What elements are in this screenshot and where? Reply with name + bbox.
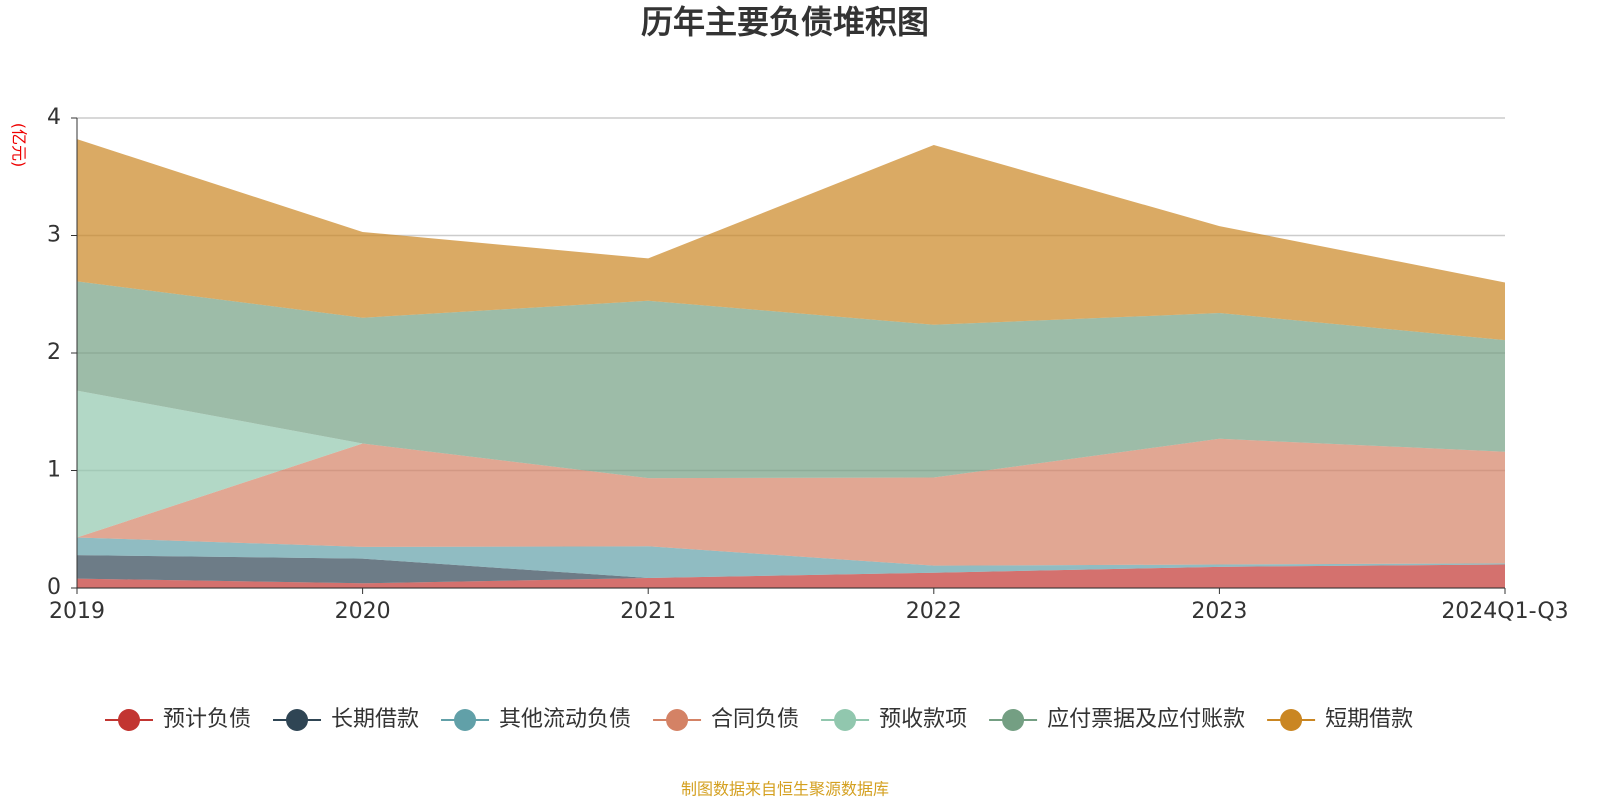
legend-item: 应付票据及应付账款 [989,707,1245,732]
area [77,139,1505,341]
area [77,281,1505,479]
legend-label: 短期借款 [1325,707,1413,732]
area [77,555,1505,584]
chart-title: 历年主要负债堆积图 [641,3,929,41]
legend-item: 预计负债 [105,707,251,732]
legend-label: 预收款项 [879,707,967,732]
x-tick-label: 2020 [335,599,391,624]
legend-label: 合同负债 [711,707,799,732]
x-tick-label: 2019 [49,599,105,624]
x-tick-label: 2022 [906,599,962,624]
y-tick-label: 0 [47,575,61,600]
y-tick-label: 1 [47,458,61,483]
x-tick-label: 2024Q1-Q3 [1441,599,1568,624]
source-note: 制图数据来自恒生聚源数据库 [681,780,889,799]
legend-marker [1002,709,1025,731]
y-tick-label: 2 [47,340,61,365]
legend-label: 预计负债 [163,707,251,732]
legend-marker [286,709,309,731]
legend-label: 长期借款 [331,707,419,732]
legend-marker [1280,709,1303,731]
y-axis-label: (亿元) [10,123,29,168]
y-tick-label: 3 [47,223,61,248]
legend-marker [454,709,477,731]
legend-marker [118,709,140,731]
area [77,537,1505,579]
legend-item: 长期借款 [273,707,419,732]
x-tick-label: 2023 [1191,599,1247,624]
legend-label: 应付票据及应付账款 [1047,707,1245,732]
area [77,564,1505,588]
legend-item: 其他流动负债 [441,707,631,732]
legend-marker [666,709,689,731]
y-tick-label: 4 [47,105,61,130]
x-tick-label: 2021 [620,599,676,624]
legend-label: 其他流动负债 [499,707,631,732]
legend-marker [834,709,857,731]
legend-item: 合同负债 [653,707,799,732]
area [77,438,1505,566]
legend-item: 短期借款 [1267,707,1413,732]
legend-item: 预收款项 [821,707,967,732]
